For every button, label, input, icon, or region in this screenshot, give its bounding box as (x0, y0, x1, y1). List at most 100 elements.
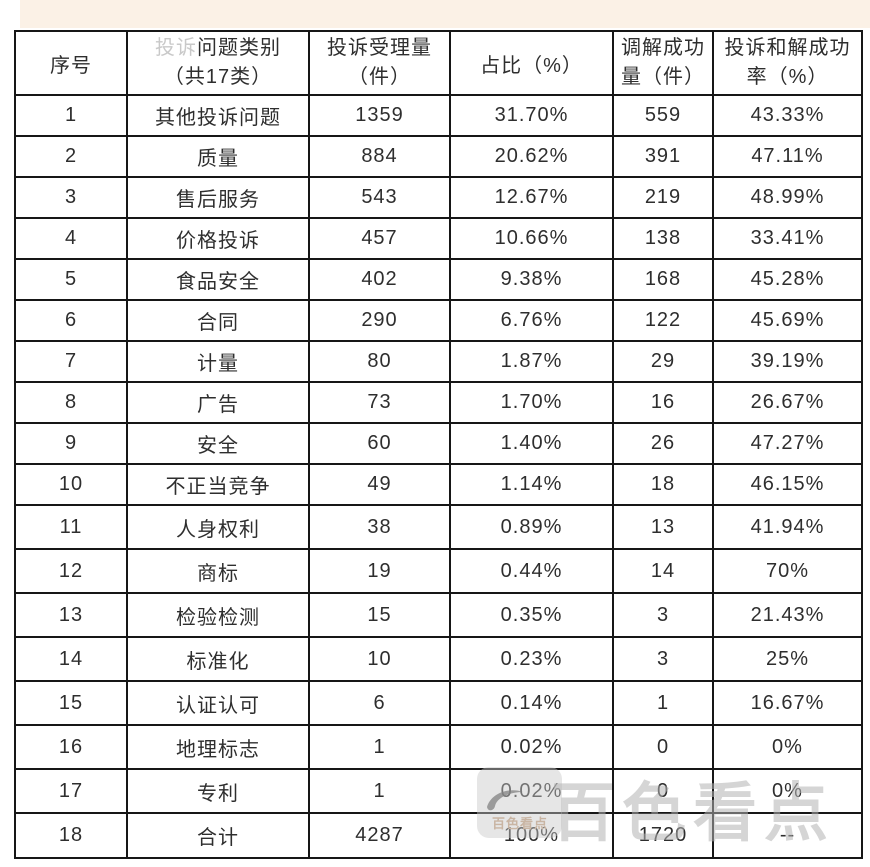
table-cell: 人身权利 (126, 504, 310, 550)
table-cell: 食品安全 (126, 258, 310, 301)
table-cell: 13 (14, 592, 128, 638)
table-cell: 45.69% (712, 299, 863, 342)
table-cell: 14 (14, 636, 128, 682)
table-cell: 0.89% (449, 504, 614, 550)
watermark-text: 百色看点 (551, 777, 835, 849)
table-cell: 16.67% (712, 680, 863, 726)
table-body: 1 其他投诉问题 1359 31.70% 559 43.33% 2 质量 884 20.62% 39… (14, 94, 863, 859)
table-cell: 48.99% (712, 176, 863, 219)
table-cell: 安全 (126, 422, 310, 465)
table-row: 4 价格投诉 457 10.66% 138 33.41% (14, 217, 863, 260)
table-cell: 543 (308, 176, 451, 219)
table-cell: 12 (14, 548, 128, 594)
table-row: 15 认证认可 6 0.14% 1 16.67% (14, 680, 863, 726)
table-cell: 10 (14, 463, 128, 506)
table-cell: 4287 (308, 812, 451, 859)
table-cell: 商标 (126, 548, 310, 594)
table-cell: 合同 (126, 299, 310, 342)
header-category-faded-part: 投诉 (155, 37, 197, 59)
table-row: 2 质量 884 20.62% 391 47.11% (14, 135, 863, 178)
header-category-rest: 问题类别 (197, 37, 281, 59)
header-accepted-line1: 投诉受理量 (327, 37, 432, 59)
table-cell: 21.43% (712, 592, 863, 638)
table-cell: 15 (14, 680, 128, 726)
table-cell: 43.33% (712, 94, 863, 137)
table-cell: 质量 (126, 135, 310, 178)
table-cell: 290 (308, 299, 451, 342)
table-cell: 73 (308, 381, 451, 424)
table-cell: 17 (14, 768, 128, 814)
table-cell: 合计 (126, 812, 310, 859)
table-cell: 38 (308, 504, 451, 550)
table-cell: 6.76% (449, 299, 614, 342)
header-proportion: 占比（%） (449, 30, 614, 96)
header-mediation-line1: 调解成功 (621, 37, 705, 59)
table-cell: 45.28% (712, 258, 863, 301)
table-cell: 0.02% (449, 768, 614, 814)
table-cell: 168 (612, 258, 714, 301)
table-cell: 0% (712, 768, 863, 814)
table-cell: 31.70% (449, 94, 614, 137)
header-row: 序号 投诉问题类别 （共17类） 投诉受理量 （件） 占比（%） 调解成功 量（… (14, 30, 863, 96)
table-cell: 138 (612, 217, 714, 260)
table-cell: 其他投诉问题 (126, 94, 310, 137)
table-cell: 12.67% (449, 176, 614, 219)
table-cell: 10 (308, 636, 451, 682)
table-cell: 8 (14, 381, 128, 424)
table-row: 13 检验检测 15 0.35% 3 21.43% (14, 592, 863, 638)
table-cell: 0.02% (449, 724, 614, 770)
table-cell: 33.41% (712, 217, 863, 260)
table-cell: 11 (14, 504, 128, 550)
table-cell: 13 (612, 504, 714, 550)
table-row: 1 其他投诉问题 1359 31.70% 559 43.33% (14, 94, 863, 137)
watermark-logo (477, 767, 562, 838)
table-cell: 402 (308, 258, 451, 301)
table-cell: 6 (308, 680, 451, 726)
table-cell: 1.40% (449, 422, 614, 465)
table-cell: 1.70% (449, 381, 614, 424)
table-cell: 专利 (126, 768, 310, 814)
table-cell: 0 (612, 768, 714, 814)
table-cell: 25% (712, 636, 863, 682)
table-cell: 7 (14, 340, 128, 383)
table-row: 9 安全 60 1.40% 26 47.27% (14, 422, 863, 465)
table-cell: 标准化 (126, 636, 310, 682)
table-cell: 1.87% (449, 340, 614, 383)
header-proportion-label: 占比（%） (480, 54, 583, 77)
table-row: 6 合同 290 6.76% 122 45.69% (14, 299, 863, 342)
table-cell: 15 (308, 592, 451, 638)
table-cell: 1 (612, 680, 714, 726)
table-cell: 16 (14, 724, 128, 770)
table-cell: 检验检测 (126, 592, 310, 638)
table-cell: 3 (14, 176, 128, 219)
table-cell: 3 (612, 636, 714, 682)
table-cell: 0.14% (449, 680, 614, 726)
table-row: 14 标准化 10 0.23% 3 25% (14, 636, 863, 682)
table-cell: -- (712, 812, 863, 859)
table-cell: 0.35% (449, 592, 614, 638)
table-cell: 1359 (308, 94, 451, 137)
table-cell: 1720 (612, 812, 714, 859)
table-cell: 16 (612, 381, 714, 424)
table-cell: 广告 (126, 381, 310, 424)
top-background-strip (20, 0, 870, 28)
watermark-logo-label: 百色看点 (491, 816, 548, 831)
table-row: 16 地理标志 1 0.02% 0 0% (14, 724, 863, 770)
table-cell: 20.62% (449, 135, 614, 178)
table-cell: 18 (14, 812, 128, 859)
header-mediation: 调解成功 量（件） (612, 30, 714, 96)
table-row: 5 食品安全 402 9.38% 168 45.28% (14, 258, 863, 301)
table-cell: 4 (14, 217, 128, 260)
table-cell: 559 (612, 94, 714, 137)
header-success-rate: 投诉和解成功 率（%） (712, 30, 863, 96)
table-cell: 18 (612, 463, 714, 506)
table-row: 12 商标 19 0.44% 14 70% (14, 548, 863, 594)
header-accepted-line2: （件） (348, 66, 411, 88)
header-category: 投诉问题类别 （共17类） (126, 30, 310, 96)
table-cell: 3 (612, 592, 714, 638)
header-serial: 序号 (14, 30, 128, 96)
table-row: 3 售后服务 543 12.67% 219 48.99% (14, 176, 863, 219)
table-cell: 80 (308, 340, 451, 383)
table-cell: 47.27% (712, 422, 863, 465)
table-cell: 9.38% (449, 258, 614, 301)
